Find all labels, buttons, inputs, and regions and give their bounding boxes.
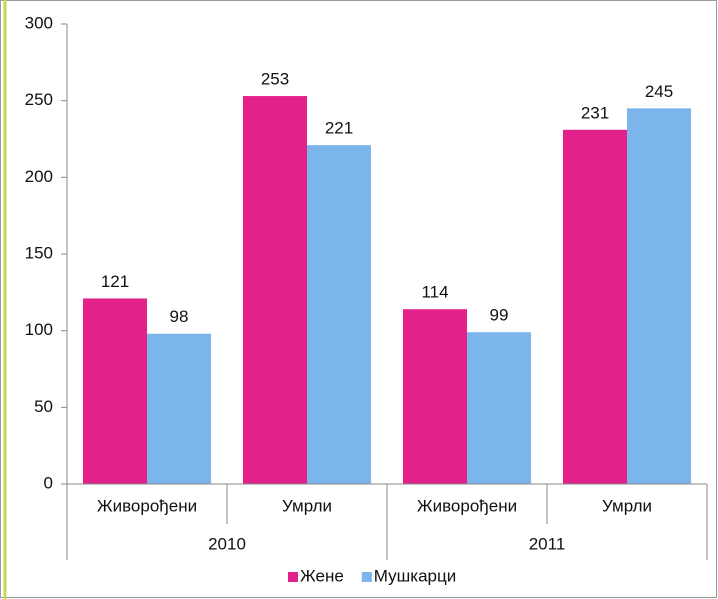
bar (563, 129, 627, 485)
group-label: 2010 (208, 534, 246, 553)
x-tick-label: Умрли (602, 496, 652, 515)
bar (243, 96, 307, 485)
bar (627, 108, 691, 484)
data-label: 121 (101, 272, 129, 291)
y-tick-label: 100 (25, 320, 53, 339)
bar (307, 145, 371, 484)
y-tick-label: 200 (25, 167, 53, 186)
y-tick-label: 50 (34, 397, 53, 416)
data-label: 231 (581, 103, 609, 122)
group-label: 2011 (529, 534, 566, 553)
x-tick-label: Живорођени (97, 496, 197, 515)
legend-swatch (288, 572, 298, 582)
legend-label: Жене (300, 566, 344, 585)
x-tick-label: Живорођени (417, 496, 517, 515)
legend-label: Мушкарци (374, 566, 456, 585)
legend-swatch (361, 572, 372, 582)
data-label: 99 (490, 306, 509, 325)
bar (467, 332, 531, 484)
data-label: 98 (170, 307, 189, 326)
data-label: 245 (645, 82, 673, 101)
data-label: 221 (325, 119, 353, 138)
x-tick-label: Умрли (282, 496, 332, 515)
y-tick-label: 300 (25, 13, 53, 32)
y-tick-label: 0 (44, 473, 53, 492)
data-label: 253 (261, 70, 289, 89)
bar (147, 333, 211, 484)
bar (83, 298, 147, 484)
y-tick-label: 150 (25, 243, 53, 262)
y-tick-label: 250 (25, 90, 53, 109)
bar (403, 309, 467, 484)
data-label: 114 (421, 283, 448, 302)
